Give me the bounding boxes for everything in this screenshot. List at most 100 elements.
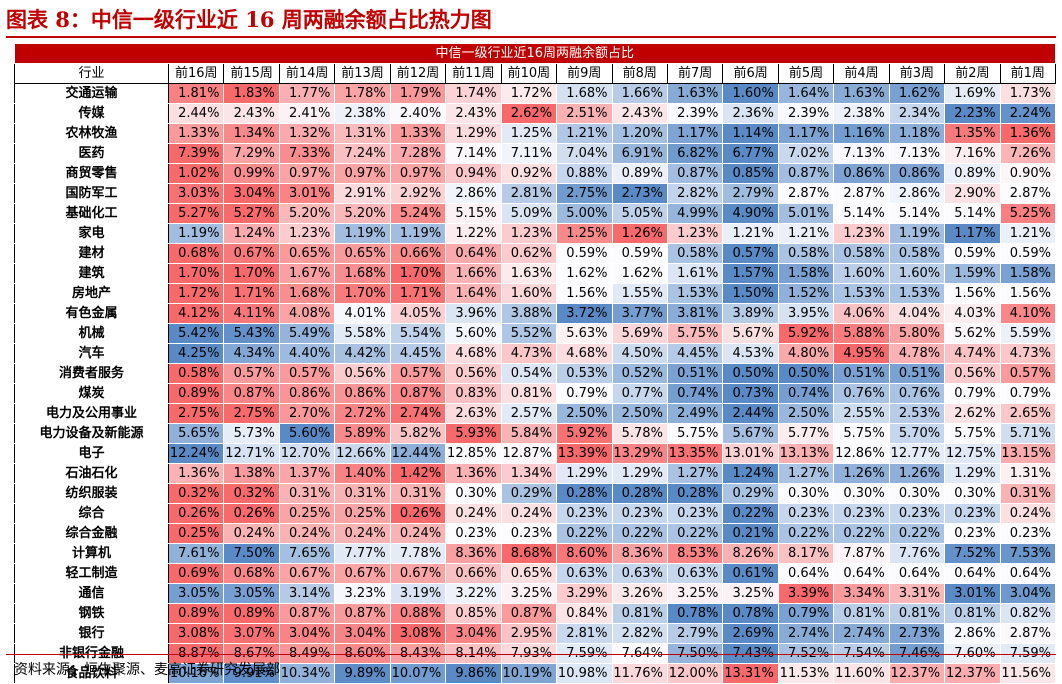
industry-name: 农林牧渔 bbox=[14, 123, 169, 144]
heatmap-cell: 5.63% bbox=[556, 323, 613, 344]
heatmap-cell: 0.50% bbox=[722, 363, 779, 384]
heatmap-cell: 0.51% bbox=[667, 363, 724, 384]
heatmap-cell: 0.52% bbox=[612, 363, 668, 384]
heatmap-cell: 1.60% bbox=[889, 263, 946, 284]
heatmap-cell: 5.14% bbox=[944, 203, 1001, 224]
heatmap-cell: 1.02% bbox=[168, 163, 225, 184]
industry-name: 有色金属 bbox=[14, 303, 169, 324]
industry-name: 银行 bbox=[14, 623, 169, 644]
heatmap-cell: 1.25% bbox=[501, 123, 558, 144]
column-header: 前9周 bbox=[556, 63, 613, 84]
heatmap-cell: 0.57% bbox=[722, 243, 779, 264]
heatmap-cell: 1.56% bbox=[556, 283, 613, 304]
heatmap-cell: 0.67% bbox=[223, 243, 280, 264]
heatmap-cell: 5.14% bbox=[833, 203, 890, 224]
heatmap-cell: 6.91% bbox=[612, 143, 668, 164]
heatmap-cell: 1.62% bbox=[889, 83, 946, 104]
heatmap-cell: 5.01% bbox=[778, 203, 835, 224]
heatmap-cell: 4.11% bbox=[223, 303, 280, 324]
heatmap-cell: 5.27% bbox=[223, 203, 280, 224]
heatmap-cell: 1.70% bbox=[334, 283, 391, 304]
heatmap-row: 轻工制造 0.69% 0.68% 0.67% 0.67% 0.67% 0.66% 0.65% 0… bbox=[14, 563, 1057, 584]
source-rule bbox=[6, 654, 1056, 655]
industry-name: 商贸零售 bbox=[14, 163, 169, 184]
column-header: 前7周 bbox=[666, 63, 724, 84]
heatmap-cell: 7.13% bbox=[889, 143, 946, 164]
heatmap-cell: 7.46% bbox=[889, 643, 946, 664]
heatmap-cell: 1.36% bbox=[1000, 123, 1057, 144]
heatmap-cell: 3.72% bbox=[556, 303, 613, 324]
heatmap-row: 煤炭 0.89% 0.87% 0.86% 0.86% 0.87% 0.83% 0.81% 0.7… bbox=[14, 383, 1057, 404]
heatmap-cell: 4.03% bbox=[944, 303, 1001, 324]
heatmap-cell: 0.54% bbox=[501, 363, 558, 384]
heatmap-cell: 3.34% bbox=[833, 583, 890, 604]
heatmap-cell: 0.64% bbox=[1000, 563, 1057, 584]
heatmap-cell: 1.23% bbox=[501, 223, 558, 244]
heatmap-cell: 4.40% bbox=[279, 343, 336, 364]
heatmap-cell: 2.74% bbox=[390, 403, 447, 424]
industry-name: 机械 bbox=[14, 323, 169, 344]
heatmap-cell: 1.17% bbox=[667, 123, 724, 144]
heatmap-cell: 2.86% bbox=[445, 183, 502, 204]
heatmap-cell: 1.60% bbox=[501, 283, 558, 304]
heatmap-cell: 0.88% bbox=[556, 163, 613, 184]
heatmap-cell: 3.01% bbox=[944, 583, 1001, 604]
heatmap-cell: 0.57% bbox=[390, 363, 447, 384]
heatmap-body: 交通运输 1.81% 1.83% 1.77% 1.78% 1.79% 1.74% 1.72% 1… bbox=[14, 83, 1057, 684]
heatmap-cell: 0.81% bbox=[501, 383, 558, 404]
heatmap-cell: 4.80% bbox=[778, 343, 835, 364]
heatmap-cell: 8.60% bbox=[556, 543, 613, 564]
heatmap-cell: 7.16% bbox=[944, 143, 1001, 164]
heatmap-cell: 2.43% bbox=[445, 103, 502, 124]
industry-name: 国防军工 bbox=[14, 183, 169, 204]
heatmap-cell: 0.58% bbox=[667, 243, 724, 264]
heatmap-cell: 2.50% bbox=[778, 403, 835, 424]
heatmap-cell: 13.15% bbox=[1000, 443, 1057, 464]
heatmap-cell: 0.89% bbox=[168, 603, 225, 624]
heatmap-cell: 1.63% bbox=[501, 263, 558, 284]
heatmap-cell: 5.54% bbox=[390, 323, 447, 344]
heatmap-cell: 12.66% bbox=[334, 443, 391, 464]
heatmap-cell: 11.53% bbox=[778, 663, 835, 684]
heatmap-cell: 0.28% bbox=[612, 483, 668, 504]
heatmap-cell: 6.82% bbox=[667, 143, 724, 164]
heatmap-cell: 4.05% bbox=[390, 303, 447, 324]
heatmap-cell: 1.37% bbox=[279, 463, 336, 484]
column-header: 前5周 bbox=[777, 63, 835, 84]
industry-name: 计算机 bbox=[14, 543, 169, 564]
heatmap-cell: 12.86% bbox=[833, 443, 890, 464]
heatmap-cell: 1.63% bbox=[833, 83, 890, 104]
heatmap-cell: 1.60% bbox=[722, 83, 779, 104]
heatmap-cell: 1.68% bbox=[334, 263, 391, 284]
heatmap-cell: 3.77% bbox=[612, 303, 668, 324]
industry-name: 非银行金融 bbox=[14, 643, 169, 664]
industry-name: 电子 bbox=[14, 443, 169, 464]
heatmap-cell: 2.50% bbox=[556, 403, 613, 424]
heatmap-cell: 1.26% bbox=[612, 223, 668, 244]
heatmap-cell: 5.71% bbox=[1000, 423, 1057, 444]
heatmap-cell: 1.68% bbox=[279, 283, 336, 304]
heatmap-cell: 10.34% bbox=[279, 663, 336, 684]
heatmap-cell: 5.84% bbox=[501, 423, 558, 444]
heatmap-cell: 3.89% bbox=[722, 303, 779, 324]
heatmap-cell: 12.44% bbox=[390, 443, 447, 464]
heatmap-cell: 0.63% bbox=[556, 563, 613, 584]
heatmap-cell: 3.04% bbox=[445, 623, 502, 644]
heatmap-cell: 5.24% bbox=[390, 203, 447, 224]
row-header-label: 行业 bbox=[14, 63, 169, 84]
heatmap-cell: 8.53% bbox=[667, 543, 724, 564]
heatmap-cell: 2.74% bbox=[778, 623, 835, 644]
heatmap-cell: 0.66% bbox=[390, 243, 447, 264]
heatmap-cell: 0.87% bbox=[501, 603, 558, 624]
heatmap-cell: 0.30% bbox=[833, 483, 890, 504]
heatmap-cell: 1.34% bbox=[223, 123, 280, 144]
heatmap-cell: 0.89% bbox=[168, 383, 225, 404]
heatmap-cell: 1.31% bbox=[334, 123, 391, 144]
heatmap-cell: 0.56% bbox=[445, 363, 502, 384]
heatmap-cell: 7.04% bbox=[556, 143, 613, 164]
heatmap-cell: 1.40% bbox=[334, 463, 391, 484]
heatmap-cell: 5.60% bbox=[279, 423, 336, 444]
heatmap-cell: 3.04% bbox=[334, 623, 391, 644]
heatmap-cell: 0.28% bbox=[667, 483, 724, 504]
heatmap-cell: 0.50% bbox=[778, 363, 835, 384]
